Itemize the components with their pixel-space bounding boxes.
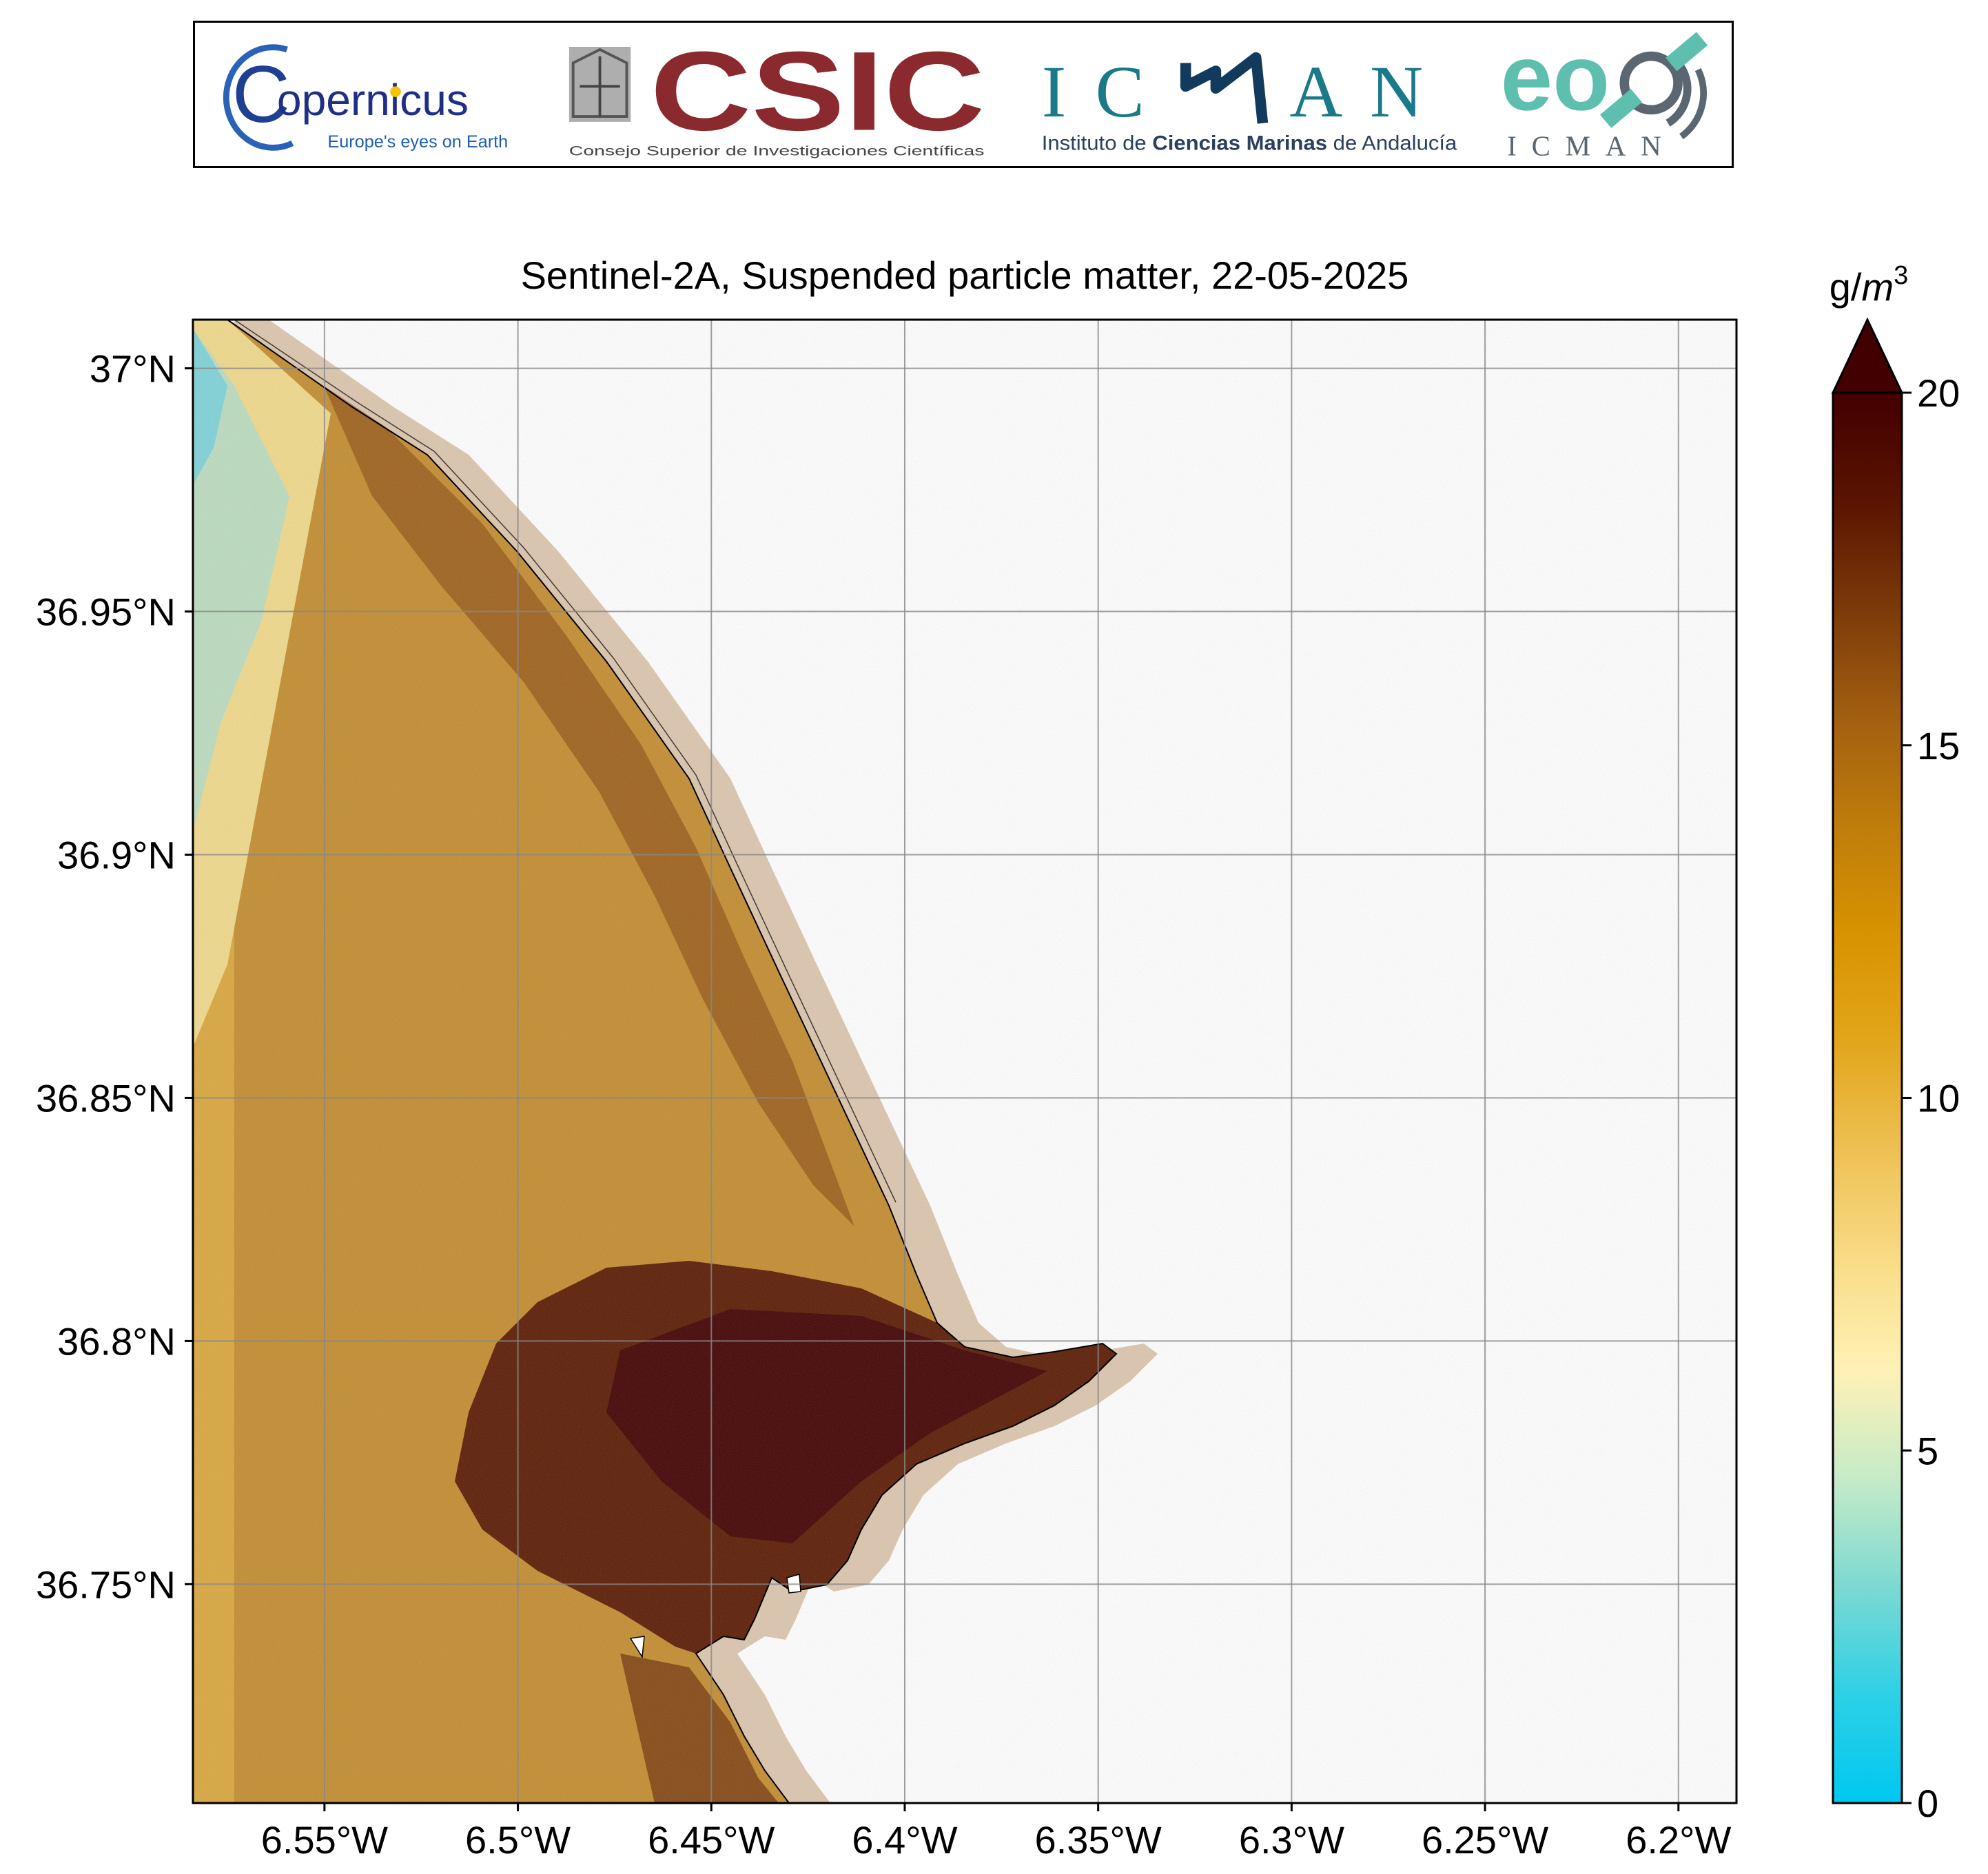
icman-letter-n: N [1370,52,1423,133]
colorbar-tick-label: 20 [1917,371,1960,415]
icman-letter-a: A [1289,52,1342,133]
coastline [227,320,1118,1803]
lat-tick-label: 36.95°N [36,590,176,634]
lat-tick-label: 37°N [90,347,176,391]
colorbar-tick-label: 5 [1917,1429,1938,1472]
lat-tick-label: 36.85°N [36,1076,176,1120]
lon-tick-label: 6.2°W [1626,1818,1731,1862]
copernicus-wordmark: opernicus [277,75,469,125]
icman-letter-i: I [1042,52,1067,133]
csic-wordmark: CSIC [650,28,985,154]
copernicus-initial: C [232,49,290,139]
copernicus-tagline: Europe's eyes on Earth [327,132,508,152]
lon-tick-label: 6.55°W [261,1818,388,1862]
lon-tick-label: 6.3°W [1239,1818,1344,1862]
icman-letter-c: C [1095,52,1144,133]
colorbar-extend-arrow [1831,317,1904,394]
csic-crest-icon [568,46,631,122]
sensor-noise-texture [193,320,1736,1803]
lon-tick-label: 6.35°W [1035,1818,1162,1862]
lon-tick-label: 6.4°W [852,1818,957,1862]
csic-logo: CSIC Consejo Superior de Investigaciones… [560,23,1001,166]
colorbar-tick-label: 15 [1917,724,1960,768]
map-frame-border [192,318,1738,1804]
latitude-axis: 37°N 36.95°N 36.9°N 36.85°N 36.8°N 36.75°N [36,347,193,1606]
lon-tick-label: 6.25°W [1422,1818,1548,1862]
colorbar-ticks: 0 5 10 15 20 [1902,371,1960,1825]
lon-tick-label: 6.5°W [465,1818,571,1862]
csic-subtitle: Consejo Superior de Investigaciones Cien… [569,143,985,158]
jetty-marker [629,1636,645,1659]
map-plot-area [193,320,1736,1803]
lat-tick-label: 36.8°N [57,1319,176,1363]
colorbar: 0 5 10 15 20 g/m3 [1830,261,1960,1825]
lon-tick-label: 6.45°W [648,1818,775,1862]
copernicus-swoosh [223,44,294,151]
colorbar-unit: g/m3 [1830,261,1909,309]
colorbar-bar [1832,391,1903,1804]
satellite-icon [1599,32,1708,140]
eo-icman-logo: eo ICMAN [1497,23,1718,166]
gridlines [193,320,1736,1803]
longitude-axis: 6.55°W 6.5°W 6.45°W 6.4°W 6.35°W 6.3°W 6.25°W 6… [261,1803,1731,1862]
lat-tick-label: 36.75°N [36,1563,176,1606]
colorbar-tick-label: 0 [1917,1782,1938,1825]
copernicus-sun-icon [390,86,401,97]
lat-tick-label: 36.9°N [57,833,176,876]
colorbar-tick-label: 10 [1917,1077,1960,1120]
map-title: Sentinel-2A, Suspended particle matter, … [520,254,1409,297]
icman-logo: I C A N Instituto de Ciencias Marinas de… [1029,23,1470,166]
icman-subtitle: Instituto de Ciencias Marinas de Andaluc… [1042,133,1457,155]
eo-wordmark: eo [1500,25,1610,130]
logo-banner: C opernicus Europe's eyes on Earth CSIC … [193,21,1734,168]
coastline-outer [234,320,896,1203]
icman-m-wave-icon [1180,52,1269,124]
copernicus-logo: C opernicus Europe's eyes on Earth [209,23,533,166]
